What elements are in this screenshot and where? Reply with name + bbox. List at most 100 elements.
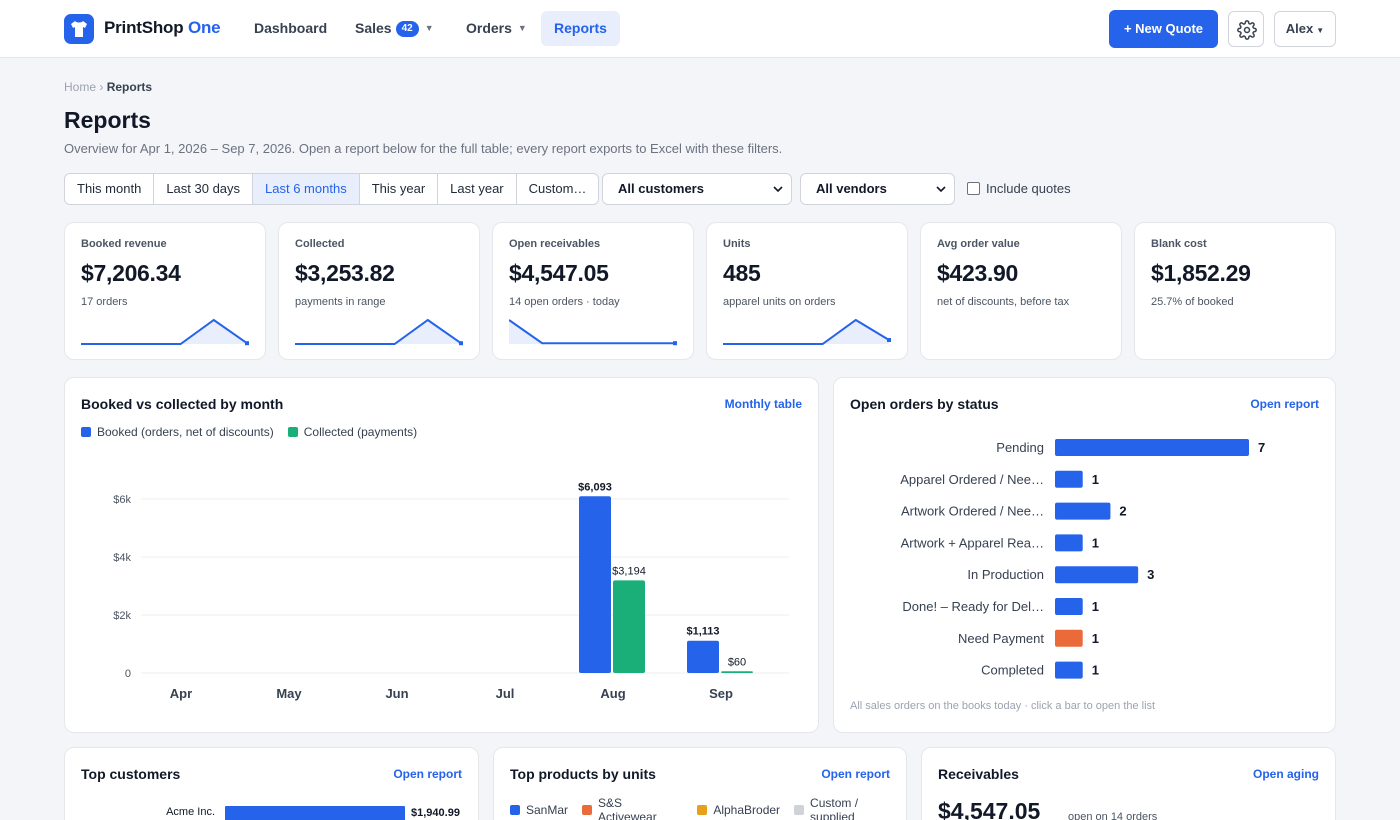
sparkline-line bbox=[509, 319, 675, 345]
collected-bar[interactable] bbox=[613, 580, 645, 673]
legend-item-alphabroder[interactable]: AlphaBroder bbox=[697, 796, 780, 820]
status-bar[interactable] bbox=[1055, 566, 1139, 584]
nav-sales[interactable]: Sales 42 ▼ bbox=[342, 11, 447, 46]
open-orders-status-chart: Pending 7 Apparel Ordered / Nee… 1 Artwork O… bbox=[900, 439, 1265, 679]
range-last-6-months[interactable]: Last 6 months bbox=[253, 174, 360, 204]
range-last-year[interactable]: Last year bbox=[438, 174, 517, 204]
shirt-logo-icon[interactable] bbox=[64, 14, 94, 44]
legend-label: S&S Activewear bbox=[598, 796, 657, 820]
status-bar[interactable] bbox=[1055, 502, 1111, 520]
user-menu-button[interactable]: Alex ▼ bbox=[1274, 11, 1336, 47]
stat-value: $1,852.29 bbox=[1151, 260, 1251, 286]
status-label: Completed bbox=[981, 663, 1044, 678]
range-last-30-days[interactable]: Last 30 days bbox=[154, 174, 254, 204]
settings-button[interactable] bbox=[1228, 11, 1264, 47]
sparkline-line bbox=[295, 318, 462, 345]
stat-label: Units bbox=[723, 238, 751, 250]
bar-value-label: $1,113 bbox=[686, 626, 719, 638]
booked-bar[interactable] bbox=[579, 496, 611, 673]
status-count: 2 bbox=[1119, 504, 1126, 519]
y-tick-label: $6k bbox=[113, 494, 131, 506]
nav-reports[interactable]: Reports bbox=[541, 11, 620, 46]
legend-item-booked[interactable]: Booked (orders, net of discounts) bbox=[81, 425, 274, 439]
page-subtitle: Overview for Apr 1, 2026 – Sep 7, 2026. … bbox=[64, 141, 783, 156]
stat-card-avg-order-value[interactable]: Avg order value $423.90 net of discounts… bbox=[920, 222, 1122, 360]
legend-swatch bbox=[582, 805, 593, 815]
booked-vs-collected-chart: 0 $2k $4k $6k Apr May Jun Jul Aug $6,093 $3,194 Sep… bbox=[113, 481, 789, 701]
open-aging-link[interactable]: Open aging bbox=[1253, 767, 1319, 781]
status-label: Apparel Ordered / Nee… bbox=[900, 472, 1044, 487]
breadcrumb-home[interactable]: Home bbox=[64, 80, 97, 94]
status-label: Done! – Ready for Del… bbox=[902, 599, 1044, 614]
receivables-note: open on 14 orders bbox=[1068, 811, 1158, 820]
stat-card-open-receivables[interactable]: Open receivables $4,547.05 14 open order… bbox=[492, 222, 694, 360]
status-bar[interactable] bbox=[1055, 439, 1249, 456]
sparkline-line bbox=[723, 318, 890, 345]
nav-dashboard[interactable]: Dashboard bbox=[254, 20, 328, 36]
status-count: 7 bbox=[1258, 440, 1265, 455]
legend-item-ss-activewear[interactable]: S&S Activewear bbox=[582, 796, 683, 820]
stat-sub: payments in range bbox=[295, 296, 386, 308]
customer-select[interactable]: All customers bbox=[602, 173, 792, 205]
sparkline bbox=[81, 318, 249, 346]
stat-label: Blank cost bbox=[1151, 238, 1207, 250]
stat-value: $7,206.34 bbox=[81, 260, 181, 286]
open-orders-status-panel: Open orders by status Open report Pendin… bbox=[833, 377, 1336, 733]
status-bar[interactable] bbox=[1055, 629, 1083, 647]
status-count: 1 bbox=[1092, 472, 1099, 487]
range-custom[interactable]: Custom… bbox=[528, 181, 587, 196]
products-legend: SanMar S&S Activewear AlphaBroder Custom… bbox=[510, 796, 906, 820]
stat-sub: apparel units on orders bbox=[723, 296, 836, 308]
receivables-panel: Receivables Open aging $4,547.05 open on… bbox=[921, 747, 1336, 820]
legend-label: Booked (orders, net of discounts) bbox=[97, 425, 274, 439]
booked-vs-collected-panel: Booked vs collected by month Monthly tab… bbox=[64, 377, 819, 733]
range-this-year[interactable]: This year bbox=[360, 174, 439, 204]
new-quote-button[interactable]: + New Quote bbox=[1109, 10, 1218, 48]
stat-value: $4,547.05 bbox=[509, 260, 609, 286]
receivables-total: $4,547.05 bbox=[938, 798, 1041, 820]
legend-label: Collected (payments) bbox=[303, 425, 418, 439]
stat-card-booked-revenue[interactable]: Booked revenue $7,206.34 17 orders bbox=[64, 222, 266, 360]
legend-swatch bbox=[81, 427, 91, 437]
legend-item-collected[interactable]: Collected (payments) bbox=[287, 425, 418, 439]
panel-title: Open orders by status bbox=[850, 396, 999, 412]
status-bar[interactable] bbox=[1055, 661, 1083, 679]
status-bar[interactable] bbox=[1055, 534, 1083, 552]
legend-label: SanMar bbox=[526, 803, 569, 817]
status-open-report-link[interactable]: Open report bbox=[1250, 397, 1319, 411]
sales-count-badge: 42 bbox=[395, 21, 419, 37]
status-label: Need Payment bbox=[958, 631, 1044, 646]
status-bar[interactable] bbox=[1055, 598, 1083, 615]
y-tick-label: $2k bbox=[113, 610, 131, 622]
sparkline-end-dot bbox=[245, 341, 249, 346]
legend-item-custom-supplied[interactable]: Custom / supplied bbox=[794, 796, 906, 820]
bar-value-label: $6,093 bbox=[578, 481, 612, 493]
vendor-select[interactable]: All vendors bbox=[800, 173, 955, 205]
collected-bar[interactable] bbox=[721, 671, 753, 673]
include-quotes-label[interactable]: Include quotes bbox=[986, 181, 1071, 196]
booked-bar[interactable] bbox=[687, 640, 719, 673]
chevron-down-icon bbox=[773, 186, 783, 193]
nav-orders[interactable]: Orders ▼ bbox=[453, 11, 540, 46]
top-navbar: PrintShop One Dashboard Sales 42 ▼ Orders ▼… bbox=[0, 0, 1400, 58]
monthly-table-link[interactable]: Monthly table bbox=[724, 397, 802, 411]
stat-label: Avg order value bbox=[937, 238, 1020, 250]
customers-open-report-link[interactable]: Open report bbox=[393, 767, 462, 781]
range-this-month[interactable]: This month bbox=[65, 174, 155, 204]
stat-card-collected[interactable]: Collected $3,253.82 payments in range bbox=[278, 222, 480, 360]
sparkline-end-dot bbox=[459, 341, 463, 346]
status-bar[interactable] bbox=[1055, 470, 1083, 488]
status-count: 1 bbox=[1092, 599, 1099, 614]
stat-card-blank-cost[interactable]: Blank cost $1,852.29 25.7% of booked bbox=[1134, 222, 1336, 360]
customer-bar[interactable] bbox=[225, 806, 405, 820]
brand-name[interactable]: PrintShop One bbox=[104, 18, 221, 37]
legend-item-sanmar[interactable]: SanMar bbox=[510, 796, 568, 820]
breadcrumb: Home › Reports bbox=[64, 80, 152, 94]
products-open-report-link[interactable]: Open report bbox=[821, 767, 890, 781]
sparkline bbox=[509, 319, 677, 346]
stat-label: Collected bbox=[295, 238, 345, 250]
status-label: Artwork + Apparel Rea… bbox=[901, 535, 1044, 550]
stat-card-units[interactable]: Units 485 apparel units on orders bbox=[706, 222, 908, 360]
include-quotes-checkbox[interactable] bbox=[967, 182, 980, 195]
status-count: 1 bbox=[1092, 535, 1099, 550]
